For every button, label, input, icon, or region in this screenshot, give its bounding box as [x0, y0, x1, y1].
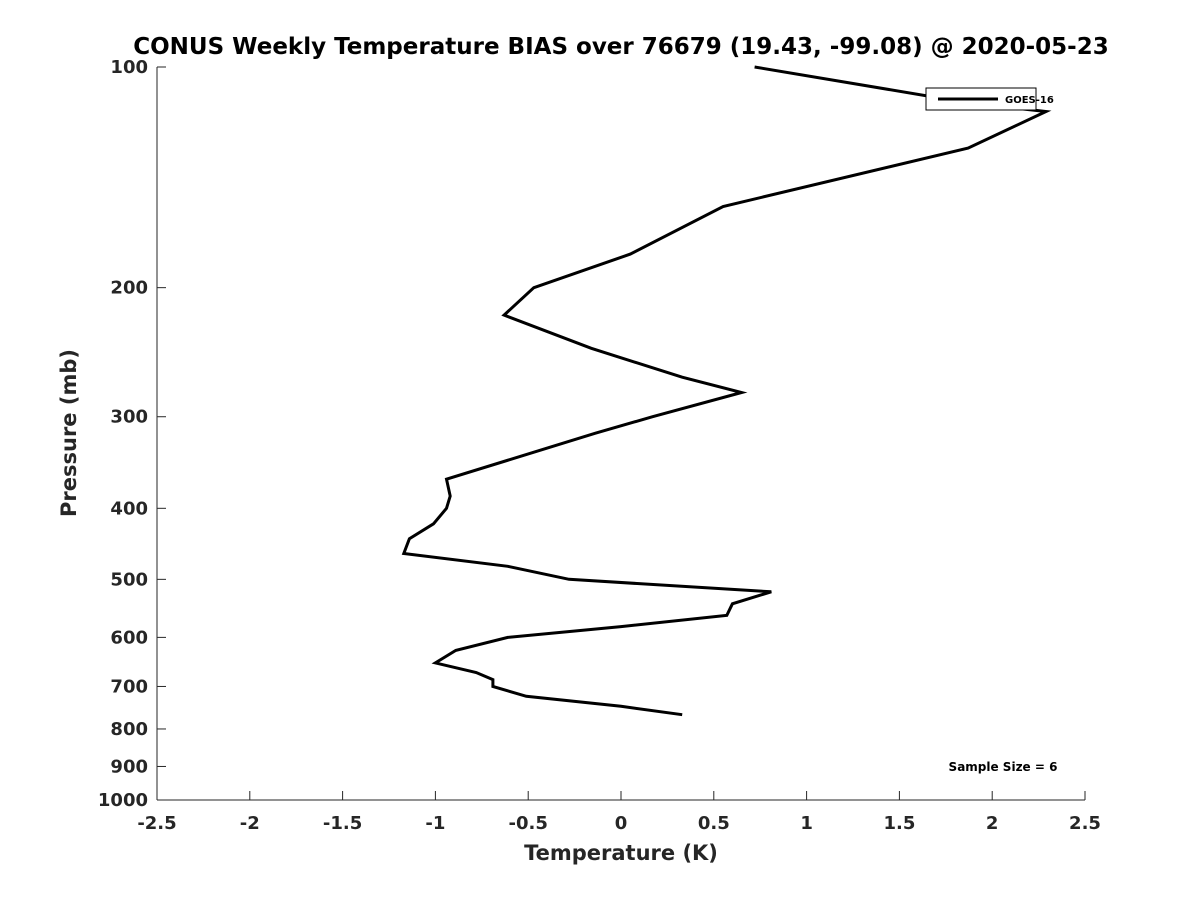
sample-size-annotation: Sample Size = 6: [949, 760, 1058, 774]
legend-label-goes-16: GOES-16: [1005, 95, 1054, 106]
x-tick-label: -1: [425, 813, 445, 834]
y-tick-label: 800: [110, 719, 148, 740]
x-tick-label: 1: [800, 813, 813, 834]
x-tick-label: -2.5: [137, 813, 176, 834]
x-tick-label: 0.5: [698, 813, 730, 834]
y-tick-label: 700: [110, 676, 148, 697]
series-line-goes-16: [401, 65, 1052, 717]
x-tick-label: 2: [986, 813, 999, 834]
x-tick-label: -2: [240, 813, 260, 834]
y-tick-label: 1000: [98, 790, 148, 811]
x-tick-label: 2.5: [1069, 813, 1101, 834]
legend: GOES-16: [925, 87, 1054, 111]
y-axis-label: Pressure (mb): [57, 349, 81, 517]
x-tick-label: 1.5: [883, 813, 915, 834]
y-tick-label: 500: [110, 569, 148, 590]
x-tick-label: -1.5: [323, 813, 362, 834]
y-tick-label: 200: [110, 278, 148, 299]
x-tick-label: 0: [615, 813, 628, 834]
y-tick-label: 600: [110, 627, 148, 648]
x-tick-label: -0.5: [509, 813, 548, 834]
chart-title: CONUS Weekly Temperature BIAS over 76679…: [133, 34, 1108, 60]
y-tick-label: 100: [110, 57, 148, 78]
y-tick-label: 900: [110, 756, 148, 777]
plot-area: -2.5 -2 -1.5 -1 -0.5 0 0.5 1 1.5 2 2.5 100 200 300 400…: [98, 57, 1101, 834]
y-tick-label: 400: [110, 498, 148, 519]
y-tick-label: 300: [110, 407, 148, 428]
x-axis-label: Temperature (K): [524, 841, 718, 865]
